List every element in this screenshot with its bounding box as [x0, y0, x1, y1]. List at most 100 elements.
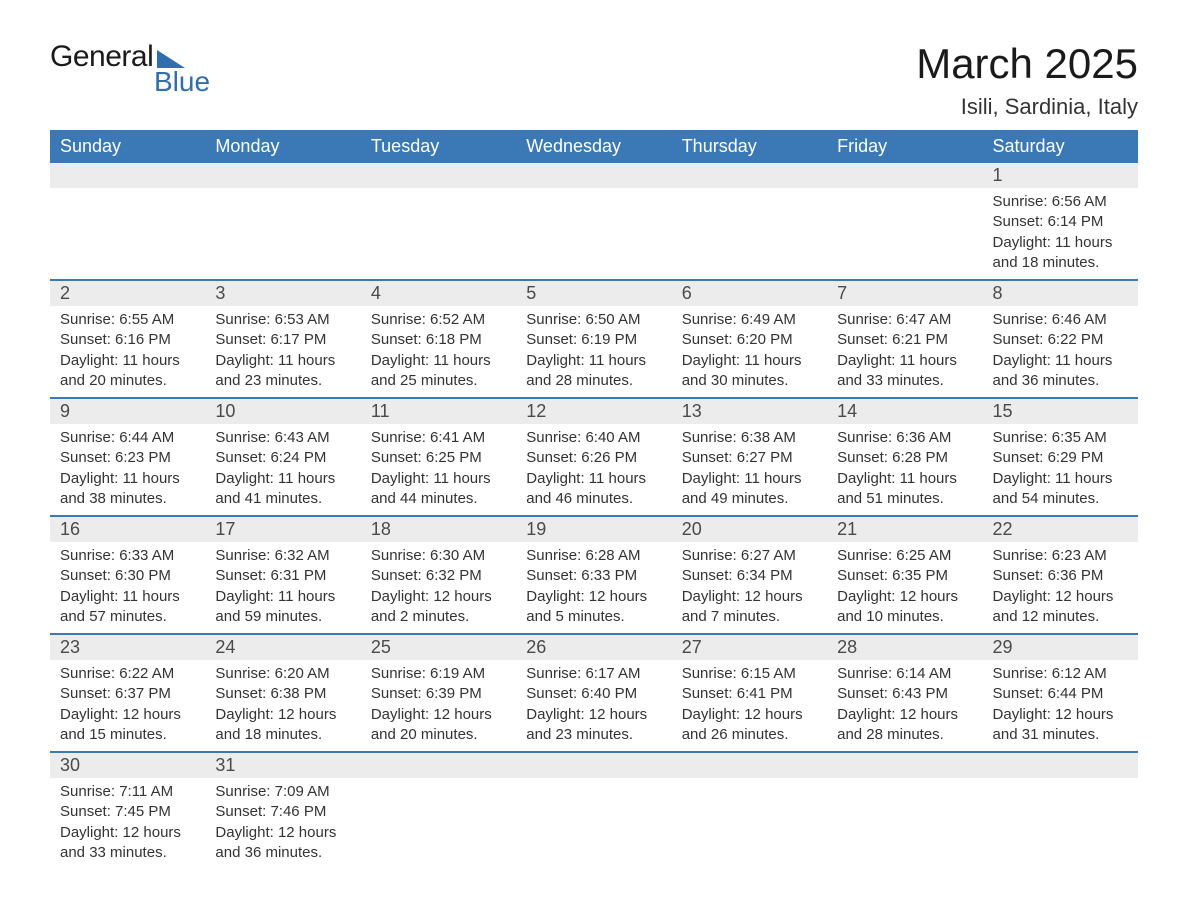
day-number-cell: 21	[827, 516, 982, 542]
sunset-text: Sunset: 6:37 PM	[60, 684, 195, 704]
daylight-text-1: Daylight: 11 hours	[837, 469, 972, 489]
daylight-text-1: Daylight: 11 hours	[526, 469, 661, 489]
weekday-header: Sunday	[50, 130, 205, 163]
weekday-header: Friday	[827, 130, 982, 163]
day-data-cell: Sunrise: 6:23 AMSunset: 6:36 PMDaylight:…	[983, 542, 1138, 634]
day-number-row: 23242526272829	[50, 634, 1138, 660]
daylight-text-1: Daylight: 12 hours	[215, 823, 350, 843]
sunrise-text: Sunrise: 6:17 AM	[526, 664, 661, 684]
header: General Blue March 2025 Isili, Sardinia,…	[50, 40, 1138, 120]
sunrise-text: Sunrise: 6:46 AM	[993, 310, 1128, 330]
day-data-cell: Sunrise: 6:35 AMSunset: 6:29 PMDaylight:…	[983, 424, 1138, 516]
sunrise-text: Sunrise: 6:40 AM	[526, 428, 661, 448]
daylight-text-2: and 26 minutes.	[682, 725, 817, 745]
daylight-text-2: and 38 minutes.	[60, 489, 195, 509]
brand-name-1: General	[50, 40, 153, 74]
day-number-cell: 26	[516, 634, 671, 660]
day-data-row: Sunrise: 6:55 AMSunset: 6:16 PM Daylight:…	[50, 306, 1138, 398]
day-number-cell: 20	[672, 516, 827, 542]
day-data-row: Sunrise: 6:44 AMSunset: 6:23 PMDaylight:…	[50, 424, 1138, 516]
daylight-text-1: Daylight: 11 hours	[60, 587, 195, 607]
sunset-text: Sunset: 6:31 PM	[215, 566, 350, 586]
day-number-cell: 11	[361, 398, 516, 424]
sunset-text: Sunset: 6:16 PM	[60, 330, 195, 350]
daylight-text-2: and 12 minutes.	[993, 607, 1128, 627]
daylight-text-1: Daylight: 11 hours	[837, 351, 972, 371]
sunset-text: Sunset: 6:17 PM	[215, 330, 350, 350]
day-number-cell: 14	[827, 398, 982, 424]
daylight-text-2: and 18 minutes.	[215, 725, 350, 745]
day-number-cell	[672, 163, 827, 188]
sunset-text: Sunset: 6:38 PM	[215, 684, 350, 704]
sunset-text: Sunset: 6:36 PM	[993, 566, 1128, 586]
day-data-cell: Sunrise: 6:12 AMSunset: 6:44 PMDaylight:…	[983, 660, 1138, 752]
sunrise-text: Sunrise: 6:41 AM	[371, 428, 506, 448]
day-data-cell: Sunrise: 6:44 AMSunset: 6:23 PMDaylight:…	[50, 424, 205, 516]
daylight-text-2: and 23 minutes.	[215, 371, 350, 391]
day-data-cell	[672, 188, 827, 280]
daylight-text-2: and 33 minutes.	[60, 843, 195, 863]
day-number-cell	[516, 163, 671, 188]
daylight-text-1: Daylight: 11 hours	[215, 469, 350, 489]
day-data-cell: Sunrise: 6:19 AMSunset: 6:39 PMDaylight:…	[361, 660, 516, 752]
daylight-text-2: and 10 minutes.	[837, 607, 972, 627]
day-number-cell	[827, 163, 982, 188]
day-data-row: Sunrise: 7:11 AMSunset: 7:45 PMDaylight:…	[50, 778, 1138, 869]
sunset-text: Sunset: 6:25 PM	[371, 448, 506, 468]
weekday-header: Tuesday	[361, 130, 516, 163]
day-number-cell: 22	[983, 516, 1138, 542]
sunrise-text: Sunrise: 6:32 AM	[215, 546, 350, 566]
day-number-cell: 4	[361, 280, 516, 306]
sunrise-text: Sunrise: 6:15 AM	[682, 664, 817, 684]
day-data-cell: Sunrise: 7:11 AMSunset: 7:45 PMDaylight:…	[50, 778, 205, 869]
day-data-cell: Sunrise: 6:17 AMSunset: 6:40 PMDaylight:…	[516, 660, 671, 752]
sunrise-text: Sunrise: 6:30 AM	[371, 546, 506, 566]
month-title: March 2025	[916, 40, 1138, 88]
daylight-text-2: and 23 minutes.	[526, 725, 661, 745]
day-data-cell: Sunrise: 6:55 AMSunset: 6:16 PMDaylight:…	[50, 306, 205, 398]
day-number-cell	[672, 752, 827, 778]
day-data-cell: Sunrise: 6:43 AMSunset: 6:24 PMDaylight:…	[205, 424, 360, 516]
day-number-cell: 7	[827, 280, 982, 306]
sunrise-text: Sunrise: 6:20 AM	[215, 664, 350, 684]
sunset-text: Sunset: 6:26 PM	[526, 448, 661, 468]
day-number-cell: 28	[827, 634, 982, 660]
day-data-cell: Sunrise: 6:47 AMSunset: 6:21 PMDaylight:…	[827, 306, 982, 398]
day-data-cell: Sunrise: 6:20 AMSunset: 6:38 PMDaylight:…	[205, 660, 360, 752]
day-data-cell	[672, 778, 827, 869]
day-number-cell	[827, 752, 982, 778]
daylight-text-1: Daylight: 12 hours	[993, 587, 1128, 607]
daylight-text-2: and 57 minutes.	[60, 607, 195, 627]
day-number-cell: 3	[205, 280, 360, 306]
daylight-text-1: Daylight: 11 hours	[60, 469, 195, 489]
daylight-text-1: Daylight: 12 hours	[60, 823, 195, 843]
day-data-cell: Sunrise: 6:38 AMSunset: 6:27 PMDaylight:…	[672, 424, 827, 516]
brand-triangle-icon	[157, 50, 185, 68]
daylight-text-2: and 30 minutes.	[682, 371, 817, 391]
day-data-cell: Sunrise: 6:41 AMSunset: 6:25 PMDaylight:…	[361, 424, 516, 516]
daylight-text-2: and 2 minutes.	[371, 607, 506, 627]
sunrise-text: Sunrise: 6:55 AM	[60, 310, 195, 330]
sunrise-text: Sunrise: 6:49 AM	[682, 310, 817, 330]
day-number-cell	[516, 752, 671, 778]
daylight-text-2: and 44 minutes.	[371, 489, 506, 509]
day-data-cell: Sunrise: 6:22 AMSunset: 6:37 PMDaylight:…	[50, 660, 205, 752]
daylight-text-2: and 54 minutes.	[993, 489, 1128, 509]
daylight-text-2: and 36 minutes.	[993, 371, 1128, 391]
sunset-text: Sunset: 6:40 PM	[526, 684, 661, 704]
sunrise-text: Sunrise: 6:12 AM	[993, 664, 1128, 684]
daylight-text-1: Daylight: 11 hours	[993, 351, 1128, 371]
daylight-text-1: Daylight: 11 hours	[526, 351, 661, 371]
day-number-cell: 31	[205, 752, 360, 778]
daylight-text-2: and 15 minutes.	[60, 725, 195, 745]
daylight-text-1: Daylight: 12 hours	[837, 705, 972, 725]
brand-name-2: Blue	[154, 66, 210, 98]
sunset-text: Sunset: 6:27 PM	[682, 448, 817, 468]
daylight-text-2: and 25 minutes.	[371, 371, 506, 391]
day-number-cell: 6	[672, 280, 827, 306]
day-number-cell: 13	[672, 398, 827, 424]
day-data-cell	[516, 188, 671, 280]
day-data-cell: Sunrise: 6:28 AMSunset: 6:33 PMDaylight:…	[516, 542, 671, 634]
daylight-text-1: Daylight: 12 hours	[682, 587, 817, 607]
sunset-text: Sunset: 6:43 PM	[837, 684, 972, 704]
